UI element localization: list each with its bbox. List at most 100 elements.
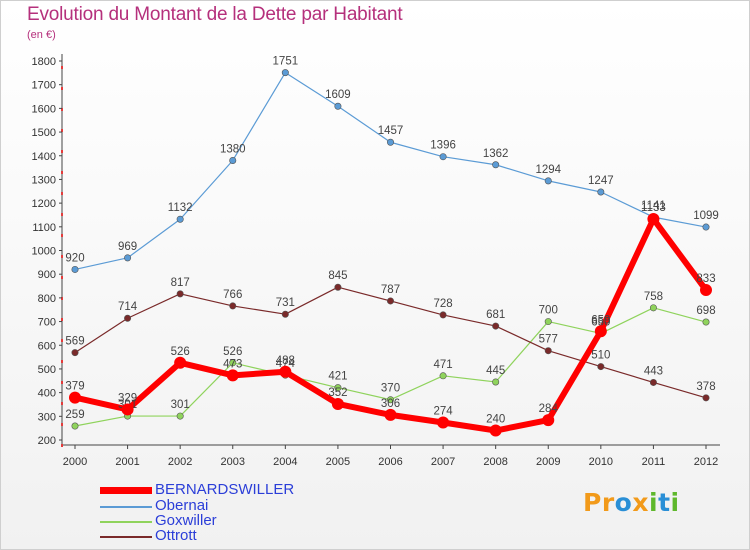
data-point [542,414,555,427]
data-point [229,359,237,367]
y-tick-label: 1500 [32,127,56,139]
data-label: 474 [276,358,296,370]
x-tick-label: 2010 [589,456,613,468]
chart-title: Evolution du Montant de la Dette par Hab… [27,4,403,25]
x-tick-label: 2000 [63,456,87,468]
data-point [492,322,500,330]
data-label: 569 [65,336,84,348]
data-label: 378 [696,381,715,393]
logo-letter: r [601,488,615,517]
y-tick-label: 300 [38,411,56,423]
y-tick-label: 1800 [32,56,56,68]
x-tick-label: 2011 [642,456,666,468]
data-point [386,396,394,404]
chart-subtitle: (en €) [27,29,56,41]
legend-item-obernai: Obernai [100,497,340,514]
data-label: 817 [171,277,190,289]
data-point [121,403,134,416]
y-tick-label: 400 [38,388,56,400]
data-label: 758 [644,291,663,303]
x-tick-label: 2003 [221,456,245,468]
data-point [124,254,132,262]
series-line-obernai [74,72,707,271]
legend-swatch [100,536,152,538]
data-label: 1294 [535,164,561,176]
data-point [384,408,397,421]
data-point [492,161,500,169]
data-point [700,284,712,297]
logo-letter: t [658,488,671,517]
data-label: 731 [276,297,295,309]
data-point [649,304,657,312]
x-tick-label: 2004 [273,456,297,468]
data-label: 833 [696,273,715,285]
y-tick-label: 1300 [32,174,56,186]
data-label: 969 [118,241,137,253]
data-label: 284 [539,403,559,415]
data-point [489,424,502,437]
data-point [334,102,342,110]
data-label: 714 [118,301,138,313]
data-point [281,69,289,77]
x-tick-label: 2001 [115,456,139,468]
data-point [176,412,184,420]
x-tick-label: 2007 [431,456,455,468]
legend-label: Goxwiller [155,512,217,529]
legend-item-ottrott: Ottrott [100,527,340,544]
x-tick-label: 2006 [378,456,402,468]
data-point [597,188,605,196]
data-label: 728 [433,298,452,310]
data-point [124,314,132,322]
logo-letter: x [632,488,649,517]
data-label: 352 [328,387,347,399]
y-tick-label: 900 [38,269,56,281]
x-tick-label: 2002 [168,456,192,468]
x-tick-label: 2009 [536,456,560,468]
data-label: 301 [171,399,190,411]
data-label: 443 [644,365,663,377]
data-label: 681 [486,309,505,321]
data-label: 488 [276,355,295,367]
data-label: 1751 [273,56,299,68]
y-tick-label: 1600 [32,103,56,115]
data-point [647,212,660,225]
y-tick-label: 700 [38,317,56,329]
data-label: 787 [381,284,400,296]
data-label: 1396 [430,140,456,152]
logo-letter: i [649,488,659,517]
y-tick-label: 500 [38,364,56,376]
y-tick-label: 200 [38,435,56,447]
data-point [439,372,447,380]
legend-swatch [100,521,152,523]
data-point [386,297,394,305]
data-label: 306 [381,398,400,410]
data-label: 1380 [220,143,246,155]
data-label: 240 [486,414,505,426]
data-point [226,369,239,382]
data-point [69,391,81,404]
x-tick-label: 2008 [483,456,507,468]
data-label: 274 [433,405,453,417]
y-tick-label: 1200 [32,198,56,210]
data-point [281,310,289,318]
data-point [544,318,552,326]
data-label: 700 [539,305,558,317]
data-point [702,394,710,402]
data-point [176,215,184,223]
proxiti-logo: Proxiti [583,488,680,517]
data-point [71,349,79,357]
data-label: 526 [171,346,190,358]
data-label: 698 [696,305,715,317]
data-label: 421 [328,371,347,383]
data-point [594,325,607,338]
data-label: 1362 [483,148,509,160]
data-point [176,290,184,298]
data-point [597,363,605,371]
data-point [649,378,657,386]
data-point [492,378,500,386]
y-tick-label: 1100 [32,222,56,234]
data-label: 1132 [168,202,193,214]
y-tick-label: 1000 [32,246,56,258]
y-tick-label: 600 [38,340,56,352]
